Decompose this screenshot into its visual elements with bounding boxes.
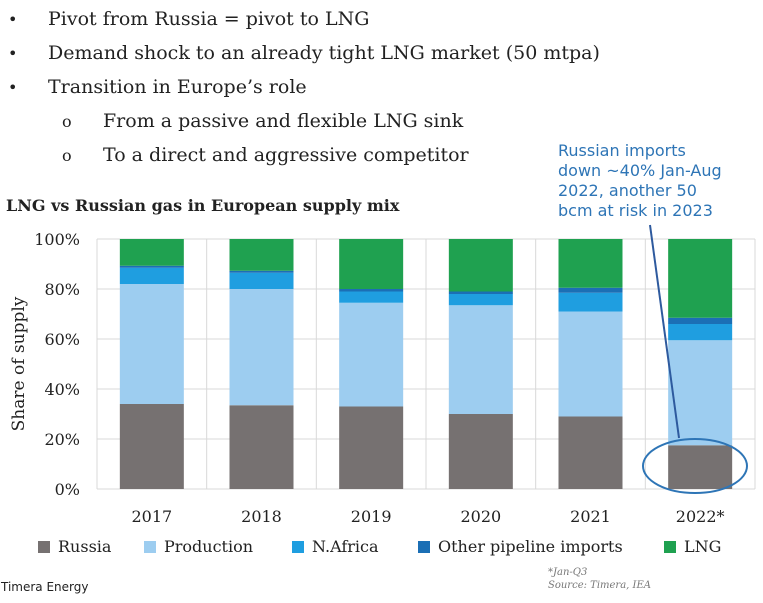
x-tick-label: 2017: [131, 507, 172, 526]
bullet-marker: o: [62, 112, 72, 131]
bullet-text: Demand shock to an already tight LNG mar…: [48, 42, 600, 64]
footnote: *Jan-Q3: [548, 567, 588, 578]
bullet-text: From a passive and flexible LNG sink: [103, 110, 464, 132]
bar-segment-lng: [668, 239, 733, 318]
legend-label: N.Africa: [312, 537, 379, 556]
bullet-text: Transition in Europe’s role: [48, 76, 307, 98]
y-tick-label: 0%: [55, 480, 80, 499]
legend-label: Other pipeline imports: [438, 537, 623, 556]
x-tick-label: 2022*: [676, 507, 725, 526]
legend-swatch: [664, 540, 676, 553]
x-tick-label: 2021: [570, 507, 611, 526]
bar-segment-russia: [558, 416, 623, 489]
bar-segment-production: [558, 311, 623, 417]
y-tick-label: 40%: [44, 380, 80, 399]
bullet-marker: •: [8, 10, 18, 29]
bullet-text: To a direct and aggressive competitor: [103, 144, 469, 166]
annotation-line: bcm at risk in 2023: [558, 201, 713, 220]
bar-segment-n-africa: [558, 292, 623, 312]
bar-segment-n-africa: [119, 267, 184, 284]
bullet-text: Pivot from Russia = pivot to LNG: [48, 8, 370, 30]
bar-segment-other-pipeline-imports: [339, 289, 404, 292]
source-note: *Jan-Q3 Source: Timera, IEA: [548, 566, 651, 592]
bar-segment-production: [668, 340, 733, 446]
annotation-line: down ~40% Jan-Aug: [558, 161, 722, 180]
annotation-line: 2022, another 50: [558, 181, 697, 200]
bar-segment-lng: [339, 239, 404, 289]
bar-segment-lng: [448, 239, 513, 292]
legend-label: Russia: [58, 537, 112, 556]
y-tick-label: 100%: [34, 230, 80, 249]
legend-swatch: [292, 540, 304, 553]
chart-title: LNG vs Russian gas in European supply mi…: [6, 196, 400, 215]
bar-segment-n-africa: [339, 291, 404, 303]
legend-item: Other pipeline imports: [418, 537, 623, 556]
bar-segment-other-pipeline-imports: [558, 287, 623, 293]
annotation-line: Russian imports: [558, 141, 686, 160]
legend-item: LNG: [664, 537, 721, 556]
bar-segment-production: [119, 284, 184, 404]
bar-segment-n-africa: [229, 272, 294, 289]
bar-segment-russia: [448, 414, 513, 489]
bar-segment-russia: [668, 445, 733, 489]
source-text: Source: Timera, IEA: [548, 580, 651, 591]
legend-item: Production: [144, 537, 253, 556]
x-tick-label: 2019: [351, 507, 392, 526]
legend-swatch: [38, 540, 50, 553]
legend-label: LNG: [684, 537, 722, 556]
bar-segment-russia: [119, 404, 184, 489]
bar-segment-production: [448, 305, 513, 414]
legend-item: N.Africa: [292, 537, 379, 556]
bar-segment-production: [229, 289, 294, 406]
bullet-marker: •: [8, 44, 18, 63]
annotation-text: Russian imports down ~40% Jan-Aug 2022, …: [558, 141, 722, 221]
bar-segment-n-africa: [668, 324, 733, 341]
bar-segment-other-pipeline-imports: [668, 317, 733, 324]
brand-label: Timera Energy: [1, 580, 89, 594]
bar-segment-lng: [558, 239, 623, 288]
bar-segment-other-pipeline-imports: [229, 270, 294, 273]
y-tick-label: 20%: [44, 430, 80, 449]
bar-segment-other-pipeline-imports: [448, 291, 513, 294]
legend-swatch: [144, 540, 156, 553]
y-tick-label: 80%: [44, 280, 80, 299]
legend-label: Production: [164, 537, 254, 556]
y-axis-label: Share of supply: [9, 296, 29, 431]
bullet-marker: •: [8, 78, 18, 97]
x-tick-label: 2020: [460, 507, 501, 526]
y-tick-label: 60%: [44, 330, 80, 349]
bar-segment-lng: [119, 239, 184, 266]
legend-item: Russia: [38, 537, 111, 556]
bar-segment-lng: [229, 239, 294, 271]
bar-segment-other-pipeline-imports: [119, 265, 184, 268]
x-tick-label: 2018: [241, 507, 282, 526]
bar-segment-production: [339, 302, 404, 407]
bar-segment-n-africa: [448, 294, 513, 306]
bar-segment-russia: [339, 406, 404, 489]
annotation-pointer: [649, 224, 680, 439]
annotation-ellipse: [642, 438, 748, 494]
bar-segment-russia: [229, 405, 294, 489]
bullet-marker: o: [62, 146, 72, 165]
legend-swatch: [418, 540, 430, 553]
